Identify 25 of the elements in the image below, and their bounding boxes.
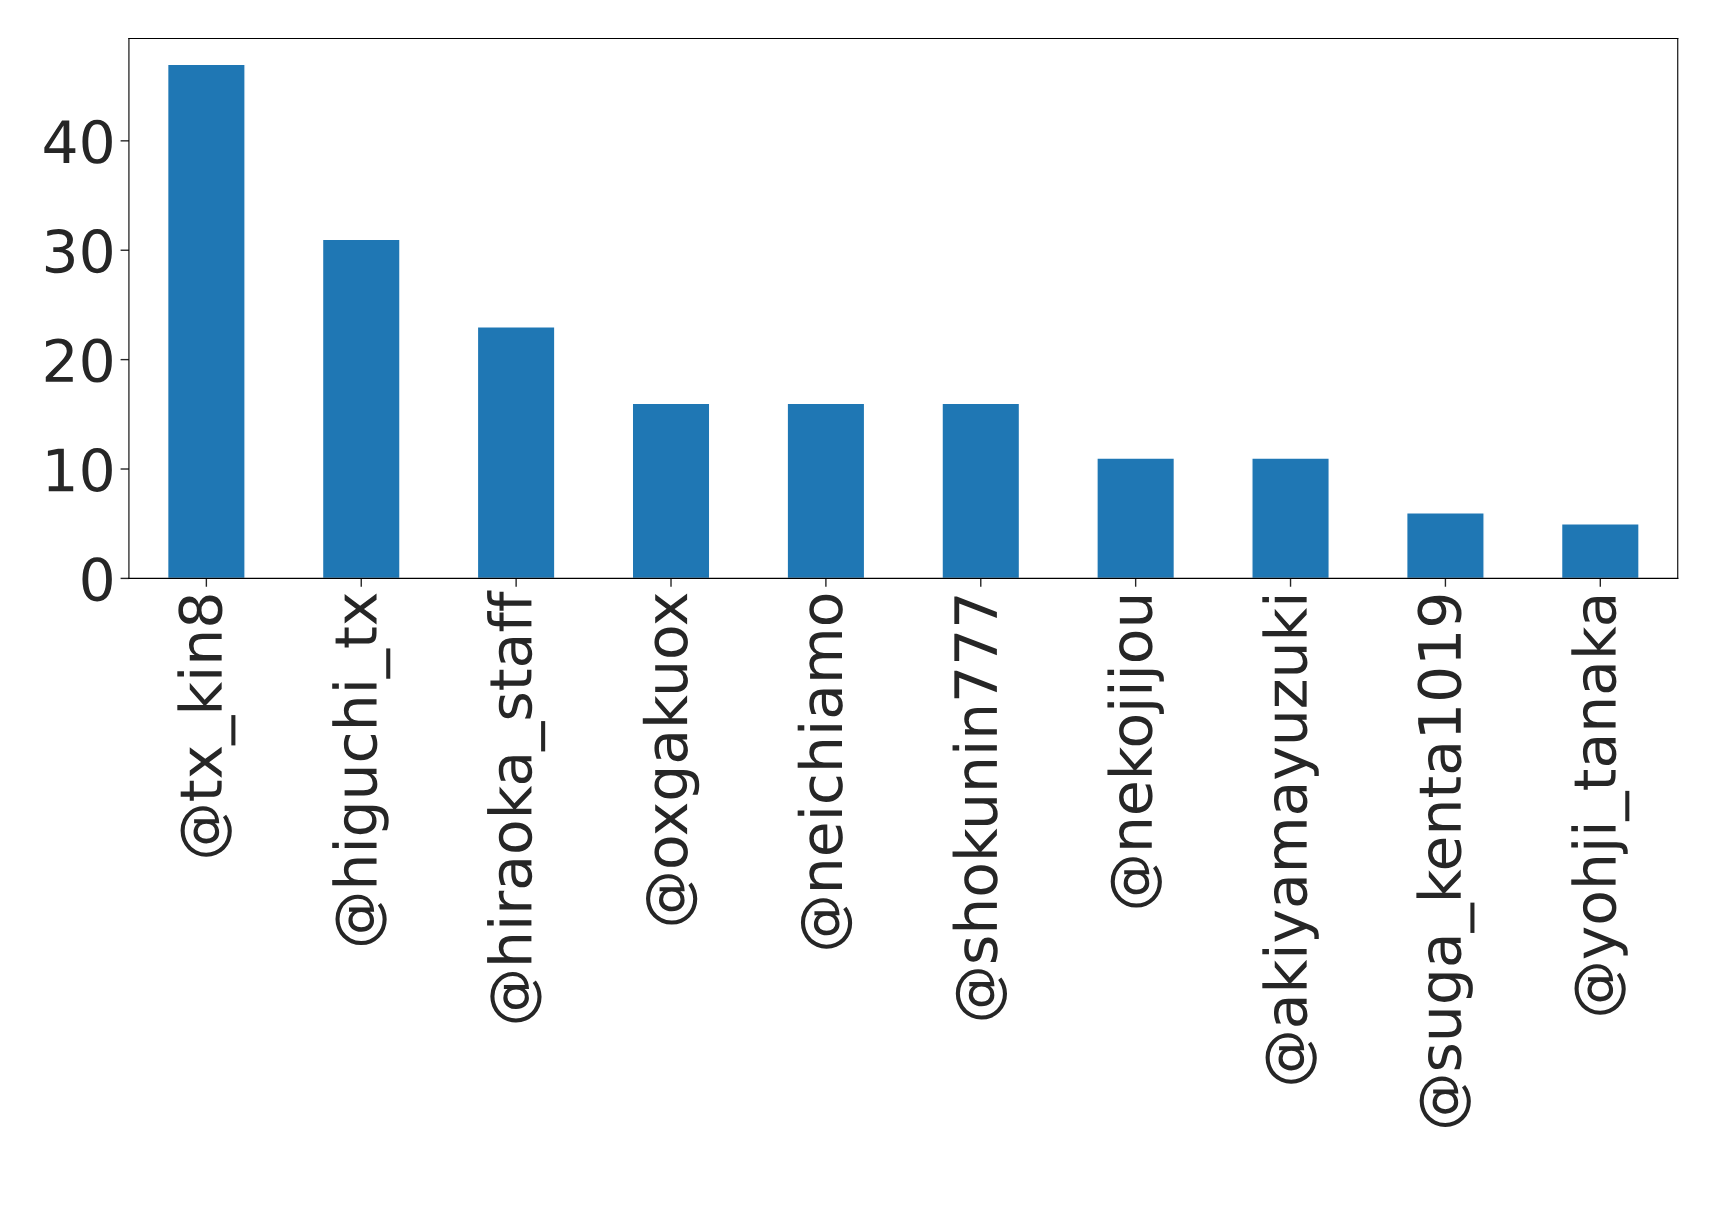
bar — [1406, 512, 1485, 579]
bar — [631, 402, 711, 579]
bar — [476, 326, 556, 579]
x-tick-label: @oxgakuox — [642, 593, 700, 925]
bar — [786, 402, 866, 579]
x-tick-label: @tx_kin8 — [177, 595, 236, 857]
x-tick-label: @neichiamo — [797, 594, 853, 949]
y-tick-label: 40 — [44, 119, 112, 164]
bar — [321, 238, 401, 579]
y-tick-label: 0 — [82, 557, 112, 602]
bar — [1096, 457, 1176, 579]
x-tick-label: @higuchi_tx — [332, 593, 391, 946]
bar — [166, 63, 246, 579]
y-tick-label: 30 — [45, 229, 112, 274]
y-tick-label: 10 — [47, 447, 112, 492]
x-tick-label: @hiraoka_staff — [487, 590, 546, 1023]
bar — [1251, 457, 1330, 579]
x-tick-label: @yohji_tanaka — [1571, 596, 1630, 1015]
bar — [1560, 523, 1640, 579]
x-tick-label: @suga_kenta1019 — [1416, 595, 1475, 1127]
bar — [941, 402, 1021, 579]
y-tick-label: 20 — [45, 338, 112, 383]
x-tick-label: @shokunin777 — [952, 596, 1008, 1020]
x-tick-label: @akiyamayuzuki — [1262, 597, 1319, 1084]
x-tick-label: @nekojijou — [1107, 596, 1164, 908]
